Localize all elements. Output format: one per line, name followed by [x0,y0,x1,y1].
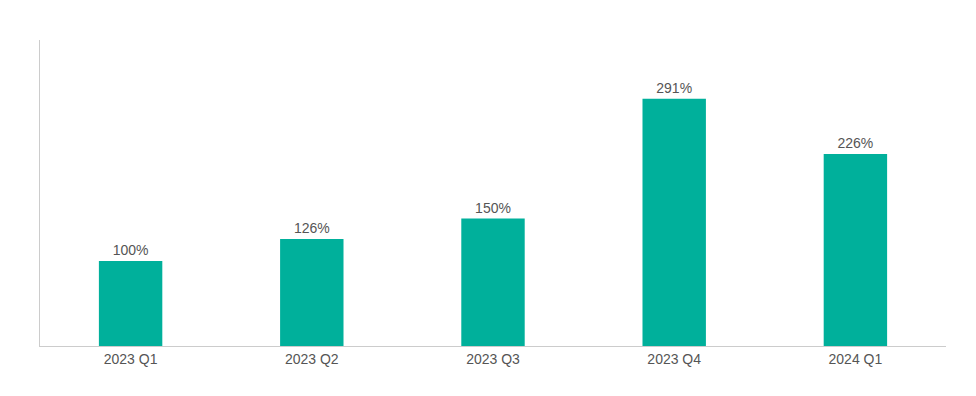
svg-text:2024 Q1: 2024 Q1 [829,351,883,367]
svg-text:2023 Q3: 2023 Q3 [466,351,520,367]
svg-text:126%: 126% [294,220,330,236]
svg-text:150%: 150% [475,200,511,216]
svg-text:291%: 291% [656,80,692,96]
svg-text:2023 Q4: 2023 Q4 [647,351,701,367]
svg-text:226%: 226% [837,135,873,151]
svg-text:2023 Q2: 2023 Q2 [285,351,339,367]
svg-text:2023 Q1: 2023 Q1 [104,351,158,367]
svg-text:100%: 100% [113,242,149,258]
